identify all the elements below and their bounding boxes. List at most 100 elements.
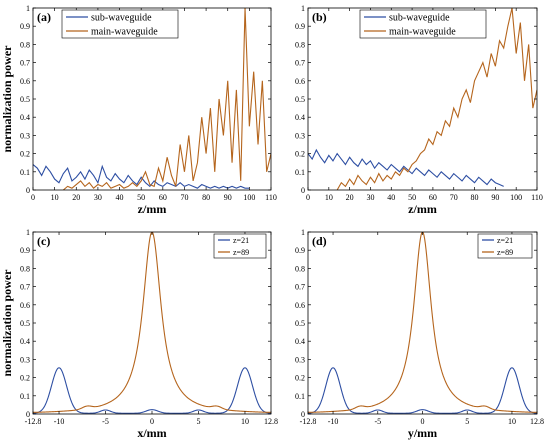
- x-tick-label: -5: [102, 417, 109, 426]
- series-line-z-21: [33, 367, 271, 414]
- y-tick-label: 1: [301, 228, 305, 237]
- legend-label: main-waveguide: [389, 27, 456, 38]
- legend-box: [213, 233, 267, 259]
- x-axis-label: z/mm: [408, 202, 437, 216]
- y-tick-label: 0: [301, 186, 305, 195]
- x-tick-label: 5: [196, 417, 200, 426]
- x-tick-label: -10: [54, 417, 65, 426]
- legend-label: z=21: [497, 236, 513, 245]
- x-tick-label: 70: [180, 193, 188, 202]
- plot-frame: [307, 231, 538, 415]
- y-tick-label: 0: [26, 186, 30, 195]
- y-tick-label: 0.3: [295, 131, 305, 140]
- x-tick-label: 50: [137, 193, 145, 202]
- y-tick-label: 0.2: [20, 150, 30, 159]
- y-axis-label: normalization power: [0, 45, 14, 153]
- series-line-sub-waveguide: [308, 148, 504, 187]
- y-tick-label: 0.3: [20, 355, 30, 364]
- x-tick-label: 20: [72, 193, 80, 202]
- y-tick-label: 0.9: [295, 246, 305, 255]
- series-line-z-89: [33, 232, 271, 413]
- y-tick-label: 0.2: [295, 374, 305, 383]
- x-tick-label: 60: [429, 193, 437, 202]
- legend-box: [477, 233, 533, 259]
- y-tick-label: 0: [26, 410, 30, 419]
- legend-label: z=89: [497, 248, 513, 257]
- x-axis-label: y/mm: [408, 426, 437, 440]
- legend-label: sub-waveguide: [91, 13, 152, 24]
- y-tick-label: 1: [26, 228, 30, 237]
- y-tick-label: 0.8: [20, 264, 30, 273]
- y-tick-label: 0.2: [295, 150, 305, 159]
- y-tick-label: 0.2: [20, 374, 30, 383]
- x-tick-label: 0: [421, 417, 425, 426]
- y-tick-label: 0.4: [295, 337, 305, 346]
- y-tick-label: 0.5: [20, 95, 30, 104]
- x-tick-label: 20: [346, 193, 354, 202]
- x-tick-label: 10: [325, 193, 333, 202]
- y-tick-label: 0.8: [295, 40, 305, 49]
- y-tick-label: 0.1: [295, 392, 305, 401]
- legend: z=21 z=89: [477, 233, 533, 259]
- y-tick-label: 0.7: [295, 59, 305, 68]
- legend-label: z=89: [233, 248, 249, 257]
- y-tick-label: 0.5: [295, 95, 305, 104]
- x-tick-label: 100: [510, 193, 522, 202]
- y-tick-label: 1: [26, 4, 30, 13]
- panel-label: (a): [37, 10, 51, 24]
- x-tick-label: 0: [150, 417, 154, 426]
- panel-b: 00.10.20.30.40.50.60.70.80.910 10 20 30 40 50…: [295, 4, 543, 216]
- x-tick-label: -12.8: [300, 417, 317, 426]
- x-tick-label: 110: [265, 193, 277, 202]
- legend-label: sub-waveguide: [389, 13, 450, 24]
- x-tick-label: 0: [306, 193, 310, 202]
- panel-a: 00.10.20.30.40.50.60.70.80.910 10 20 30 40 50…: [0, 4, 277, 216]
- x-axis-label: x/mm: [137, 426, 166, 440]
- y-tick-label: 0: [301, 410, 305, 419]
- y-tick-label: 0.8: [20, 40, 30, 49]
- x-tick-label: 12.8: [530, 417, 544, 426]
- y-tick-label: 0.4: [20, 113, 30, 122]
- x-tick-label: 30: [366, 193, 374, 202]
- legend-box: [359, 9, 487, 39]
- panel-label: (d): [312, 234, 327, 248]
- legend-box: [61, 9, 179, 39]
- series-line-sub-waveguide: [33, 164, 250, 189]
- series-line-main-waveguide: [62, 8, 271, 190]
- y-tick-label: 0.1: [20, 168, 30, 177]
- x-tick-label: 10: [508, 417, 516, 426]
- y-tick-label: 0.7: [20, 283, 30, 292]
- y-tick-label: 0.5: [295, 319, 305, 328]
- x-tick-label: 5: [465, 417, 469, 426]
- y-tick-label: 0.7: [295, 283, 305, 292]
- y-tick-label: 0.4: [295, 113, 305, 122]
- x-tick-label: -12.8: [25, 417, 42, 426]
- x-tick-label: 50: [408, 193, 416, 202]
- x-tick-label: 40: [387, 193, 395, 202]
- panel-c: 0 0.1 0.2 0.3 0.4 0.5 0.6 0.7 0.8 0.9 1 -12.8 -10 -5 0…: [0, 228, 278, 440]
- panel-label: (c): [37, 234, 50, 248]
- x-tick-label: 10: [51, 193, 59, 202]
- x-tick-label: 0: [31, 193, 35, 202]
- x-tick-label: 30: [94, 193, 102, 202]
- x-axis-label: z/mm: [138, 202, 167, 216]
- x-tick-label: -10: [328, 417, 339, 426]
- y-tick-label: 0.4: [20, 337, 30, 346]
- y-tick-label: 0.6: [295, 77, 305, 86]
- y-tick-label: 0.1: [20, 392, 30, 401]
- x-tick-label: 40: [116, 193, 124, 202]
- x-tick-label: 10: [241, 417, 249, 426]
- x-tick-label: 90: [491, 193, 499, 202]
- x-tick-label: 80: [471, 193, 479, 202]
- x-tick-label: 70: [450, 193, 458, 202]
- y-tick-label: 1: [301, 4, 305, 13]
- x-tick-label: 90: [224, 193, 232, 202]
- legend: z=21 z=89: [213, 233, 267, 259]
- y-tick-label: 0.9: [20, 22, 30, 31]
- y-tick-label: 0.5: [20, 319, 30, 328]
- y-tick-label: 0.9: [20, 246, 30, 255]
- y-tick-label: 0.6: [295, 301, 305, 310]
- y-tick-label: 0.8: [295, 264, 305, 273]
- panel-d: 0 0.1 0.2 0.3 0.4 0.5 0.6 0.7 0.8 0.9 1 -12.8 -10 -5 0…: [295, 228, 544, 440]
